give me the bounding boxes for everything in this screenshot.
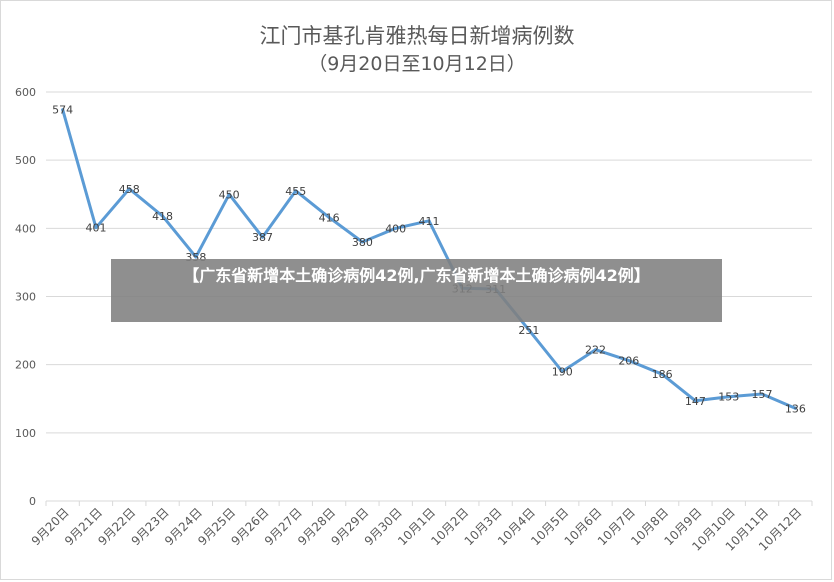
data-label: 418 — [152, 210, 173, 223]
data-label: 251 — [518, 324, 539, 337]
data-label: 401 — [85, 222, 106, 235]
data-point — [360, 240, 364, 244]
data-point — [793, 406, 797, 410]
y-tick-label: 600 — [15, 86, 36, 99]
data-label: 400 — [385, 222, 406, 235]
data-label: 387 — [252, 231, 273, 244]
data-label: 157 — [752, 388, 773, 401]
data-label: 222 — [585, 344, 606, 357]
data-point — [394, 226, 398, 230]
chart-subtitle: （9月20日至10月12日） — [308, 53, 526, 75]
data-label: 206 — [618, 355, 639, 368]
data-point — [660, 372, 664, 376]
data-point — [527, 328, 531, 332]
y-tick-label: 200 — [15, 359, 36, 372]
data-label: 455 — [285, 185, 306, 198]
data-label: 416 — [319, 211, 340, 224]
data-point — [94, 226, 98, 230]
y-tick-label: 500 — [15, 154, 36, 167]
data-point — [127, 187, 131, 191]
data-point — [61, 108, 65, 112]
data-point — [693, 399, 697, 403]
data-point — [594, 348, 598, 352]
data-point — [294, 189, 298, 193]
data-point — [727, 395, 731, 399]
data-point — [194, 255, 198, 259]
data-point — [227, 192, 231, 196]
y-tick-label: 400 — [15, 222, 36, 235]
data-label: 153 — [718, 391, 739, 404]
data-point — [560, 369, 564, 373]
data-label: 380 — [352, 236, 373, 249]
data-point — [327, 215, 331, 219]
data-label: 186 — [652, 368, 673, 381]
data-point — [760, 392, 764, 396]
data-label: 411 — [419, 215, 440, 228]
data-point — [260, 235, 264, 239]
data-label: 574 — [52, 104, 73, 117]
data-point — [627, 359, 631, 363]
data-point — [161, 214, 165, 218]
chart-title: 江门市基孔肯雅热每日新增病例数 — [259, 24, 575, 48]
y-tick-label: 300 — [15, 291, 36, 304]
data-label: 147 — [685, 395, 706, 408]
data-label: 450 — [219, 188, 240, 201]
data-label: 190 — [552, 365, 573, 378]
y-tick-label: 0 — [29, 495, 36, 508]
data-label: 458 — [119, 183, 140, 196]
y-tick-label: 100 — [15, 427, 36, 440]
news-headline-banner[interactable]: 【广东省新增本土确诊病例42例,广东省新增本土确诊病例42例】 — [111, 259, 722, 322]
data-point — [427, 219, 431, 223]
data-label: 136 — [785, 402, 806, 415]
